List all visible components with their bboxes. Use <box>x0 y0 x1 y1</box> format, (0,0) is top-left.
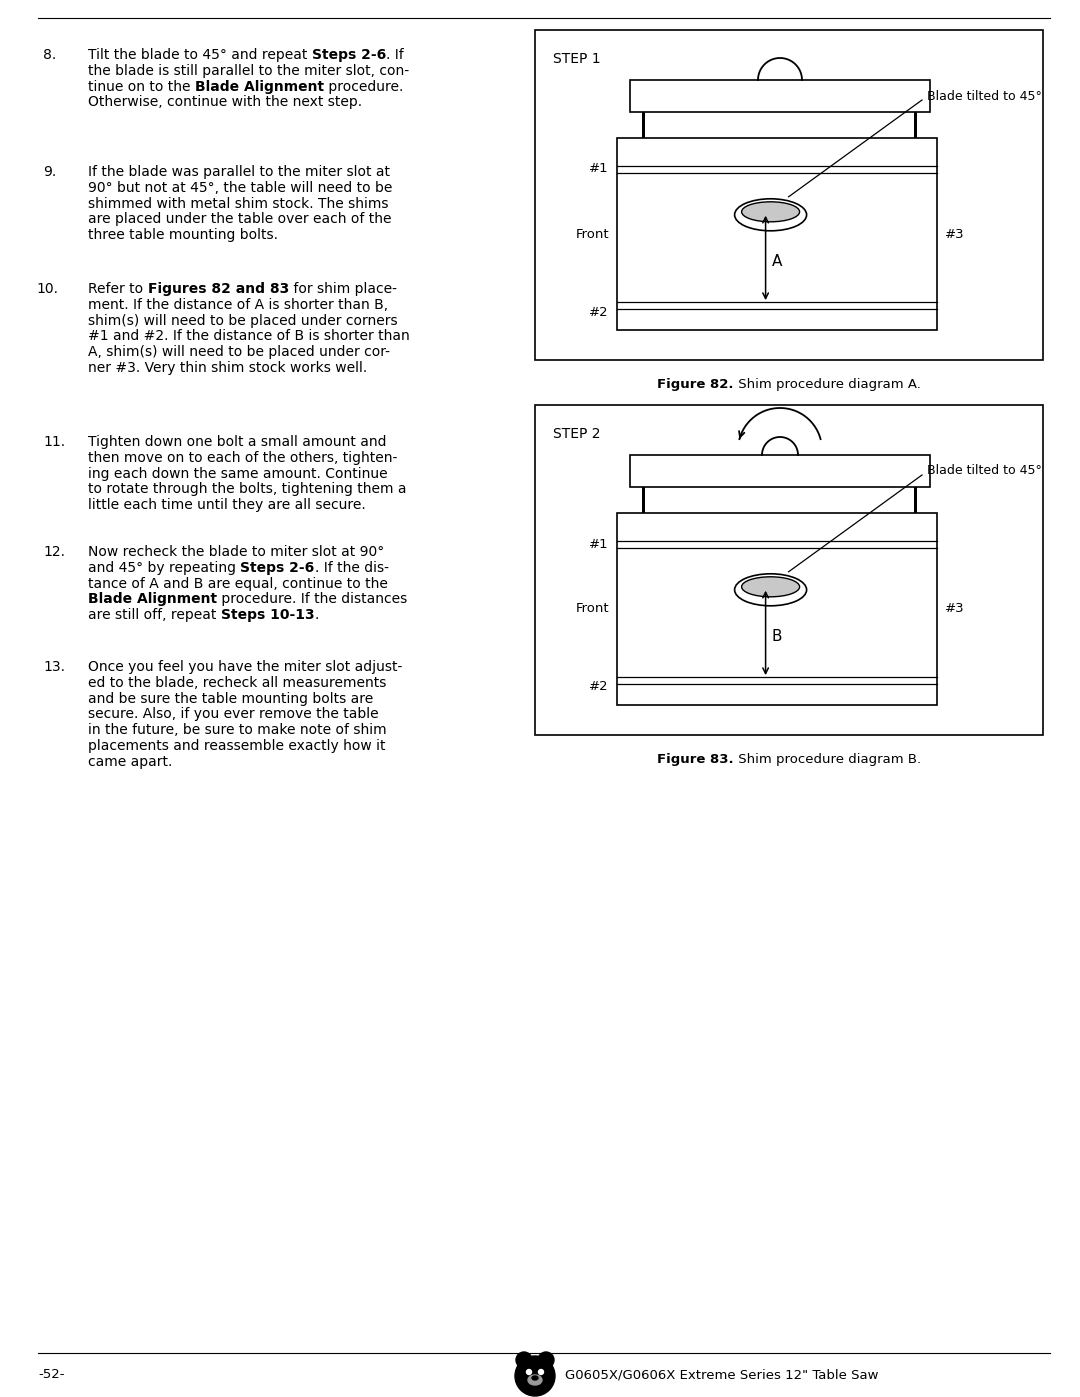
Text: Figure 83.: Figure 83. <box>657 753 733 766</box>
Ellipse shape <box>742 201 799 222</box>
Text: placements and reassemble exactly how it: placements and reassemble exactly how it <box>87 739 386 753</box>
Text: 90° but not at 45°, the table will need to be: 90° but not at 45°, the table will need … <box>87 180 392 194</box>
Text: to rotate through the bolts, tightening them a: to rotate through the bolts, tightening … <box>87 482 406 496</box>
Text: Now recheck the blade to miter slot at 90°: Now recheck the blade to miter slot at 9… <box>87 545 384 559</box>
Bar <box>617 513 937 705</box>
Text: Front: Front <box>576 602 609 616</box>
Text: shimmed with metal shim stock. The shims: shimmed with metal shim stock. The shims <box>87 197 389 211</box>
Bar <box>914 488 917 513</box>
Text: are placed under the table over each of the: are placed under the table over each of … <box>87 212 391 226</box>
Circle shape <box>516 1352 532 1368</box>
Bar <box>617 138 937 330</box>
Text: the blade is still parallel to the miter slot, con-: the blade is still parallel to the miter… <box>87 64 409 78</box>
Text: shim(s) will need to be placed under corners: shim(s) will need to be placed under cor… <box>87 313 397 328</box>
Text: STEP 1: STEP 1 <box>553 52 600 66</box>
Text: ment. If the distance of A is shorter than B,: ment. If the distance of A is shorter th… <box>87 298 388 312</box>
Ellipse shape <box>528 1375 542 1384</box>
Text: Once you feel you have the miter slot adjust-: Once you feel you have the miter slot ad… <box>87 659 403 673</box>
Text: Otherwise, continue with the next step.: Otherwise, continue with the next step. <box>87 95 362 109</box>
Text: A, shim(s) will need to be placed under cor-: A, shim(s) will need to be placed under … <box>87 345 390 359</box>
Text: 8.: 8. <box>43 47 56 61</box>
Text: #1: #1 <box>590 162 609 176</box>
Text: then move on to each of the others, tighten-: then move on to each of the others, tigh… <box>87 451 397 465</box>
Text: Blade Alignment: Blade Alignment <box>87 592 217 606</box>
Text: Steps 10-13: Steps 10-13 <box>220 608 314 622</box>
Text: little each time until they are all secure.: little each time until they are all secu… <box>87 499 366 513</box>
Bar <box>535 405 1043 735</box>
Text: tinue on to the: tinue on to the <box>87 80 194 94</box>
Text: . If the dis-: . If the dis- <box>314 560 389 574</box>
Text: procedure. If the distances: procedure. If the distances <box>217 592 407 606</box>
Text: Figure 82.: Figure 82. <box>658 379 733 391</box>
Text: ner #3. Very thin shim stock works well.: ner #3. Very thin shim stock works well. <box>87 360 367 374</box>
Text: Blade tilted to 45°: Blade tilted to 45° <box>927 89 1042 102</box>
Text: G0605X/G0606X Extreme Series 12" Table Saw: G0605X/G0606X Extreme Series 12" Table S… <box>565 1368 878 1382</box>
Text: If the blade was parallel to the miter slot at: If the blade was parallel to the miter s… <box>87 165 390 179</box>
Text: Blade tilted to 45°: Blade tilted to 45° <box>927 464 1042 478</box>
Text: B: B <box>771 630 782 644</box>
Text: -52-: -52- <box>38 1368 65 1382</box>
Ellipse shape <box>734 574 807 606</box>
Text: Refer to: Refer to <box>87 282 148 296</box>
Text: #1: #1 <box>590 538 609 550</box>
Ellipse shape <box>532 1376 538 1380</box>
Text: came apart.: came apart. <box>87 754 173 768</box>
Text: Blade Alignment: Blade Alignment <box>194 80 324 94</box>
Ellipse shape <box>742 577 799 597</box>
Text: for shim place-: for shim place- <box>288 282 396 296</box>
Circle shape <box>538 1352 554 1368</box>
Text: 10.: 10. <box>36 282 58 296</box>
Circle shape <box>515 1356 555 1396</box>
Text: #1 and #2. If the distance of B is shorter than: #1 and #2. If the distance of B is short… <box>87 330 409 344</box>
Text: A: A <box>771 254 782 270</box>
Text: . If: . If <box>386 47 404 61</box>
Text: Figures 82 and 83: Figures 82 and 83 <box>148 282 288 296</box>
Text: #3: #3 <box>945 602 964 616</box>
Text: 11.: 11. <box>43 434 65 448</box>
Bar <box>914 112 917 138</box>
Text: #2: #2 <box>590 306 609 319</box>
Text: in the future, be sure to make note of shim: in the future, be sure to make note of s… <box>87 724 387 738</box>
Bar <box>630 455 930 488</box>
Text: ing each down the same amount. Continue: ing each down the same amount. Continue <box>87 467 388 481</box>
Bar <box>642 112 645 138</box>
Text: and be sure the table mounting bolts are: and be sure the table mounting bolts are <box>87 692 374 705</box>
Bar <box>642 488 645 513</box>
Ellipse shape <box>734 198 807 231</box>
Text: #3: #3 <box>945 228 964 240</box>
Text: Shim procedure diagram B.: Shim procedure diagram B. <box>733 753 921 766</box>
Text: 12.: 12. <box>43 545 65 559</box>
Text: Steps 2-6: Steps 2-6 <box>312 47 386 61</box>
Text: Front: Front <box>576 228 609 240</box>
Text: Shim procedure diagram A.: Shim procedure diagram A. <box>733 379 920 391</box>
Text: 13.: 13. <box>43 659 65 673</box>
Bar <box>535 29 1043 360</box>
Text: and 45° by repeating: and 45° by repeating <box>87 560 241 574</box>
Circle shape <box>527 1369 531 1375</box>
Text: #2: #2 <box>590 680 609 693</box>
Text: STEP 2: STEP 2 <box>553 427 600 441</box>
Bar <box>630 80 930 112</box>
Text: .: . <box>314 608 319 622</box>
Text: tance of A and B are equal, continue to the: tance of A and B are equal, continue to … <box>87 577 388 591</box>
Text: three table mounting bolts.: three table mounting bolts. <box>87 228 278 242</box>
Text: procedure.: procedure. <box>324 80 403 94</box>
Text: secure. Also, if you ever remove the table: secure. Also, if you ever remove the tab… <box>87 707 379 721</box>
Text: are still off, repeat: are still off, repeat <box>87 608 220 622</box>
Text: ed to the blade, recheck all measurements: ed to the blade, recheck all measurement… <box>87 676 387 690</box>
Text: Tighten down one bolt a small amount and: Tighten down one bolt a small amount and <box>87 434 387 448</box>
Text: Steps 2-6: Steps 2-6 <box>241 560 314 574</box>
Text: 9.: 9. <box>43 165 56 179</box>
Text: Tilt the blade to 45° and repeat: Tilt the blade to 45° and repeat <box>87 47 312 61</box>
Circle shape <box>539 1369 543 1375</box>
